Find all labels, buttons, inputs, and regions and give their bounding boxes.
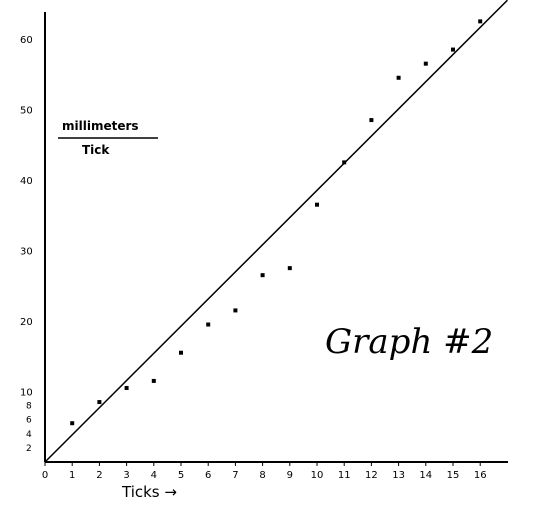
axes xyxy=(44,12,508,463)
x-tick-label: 4 xyxy=(151,470,157,481)
x-tick-label: 10 xyxy=(311,470,324,481)
y-tick-label: 20 xyxy=(20,317,33,328)
x-tick-label: 5 xyxy=(178,470,184,481)
chart-title: Graph #2 xyxy=(325,322,493,362)
x-ticks: 0 1 2 3 4 5 6 7 8 9 10 11 12 13 14 15 16 xyxy=(42,462,487,481)
marks xyxy=(44,0,508,463)
data-point xyxy=(369,118,374,123)
x-axis-label: Ticks → xyxy=(121,483,177,501)
y-ticks: 10 20 30 40 50 60 2 4 6 8 xyxy=(20,35,33,454)
data-point xyxy=(287,266,292,271)
data-point xyxy=(70,421,75,426)
x-tick-label: 13 xyxy=(392,470,405,481)
x-tick-label: 8 xyxy=(259,470,265,481)
ylabel-numerator: millimeters xyxy=(62,119,139,133)
x-tick-label: 15 xyxy=(447,470,460,481)
data-point xyxy=(451,47,455,52)
y-minor-tick-label: 4 xyxy=(26,430,32,440)
x-tick-label: 14 xyxy=(419,470,432,481)
x-tick-label: 12 xyxy=(365,470,378,481)
x-tick-label: 3 xyxy=(123,470,129,481)
y-tick-label: 60 xyxy=(20,35,33,46)
fit-line xyxy=(44,0,508,463)
x-tick-label: 9 xyxy=(287,470,293,481)
data-point xyxy=(233,308,238,313)
data-point xyxy=(260,273,265,278)
data-point xyxy=(423,61,428,66)
x-tick-label: 7 xyxy=(232,470,238,481)
data-point xyxy=(396,75,401,80)
y-tick-label: 50 xyxy=(20,106,33,117)
data-point xyxy=(151,378,156,383)
y-tick-label: 30 xyxy=(20,247,33,258)
x-tick-label: 11 xyxy=(338,470,351,481)
data-point xyxy=(342,160,347,165)
x-tick-label: 1 xyxy=(69,470,75,481)
y-tick-label: 10 xyxy=(20,388,33,399)
data-point xyxy=(124,385,129,390)
y-minor-tick-label: 6 xyxy=(26,416,32,426)
y-tick-label: 40 xyxy=(20,176,33,187)
data-point xyxy=(97,400,102,405)
x-tick-label: 6 xyxy=(205,470,211,481)
data-point xyxy=(315,202,319,207)
data-point xyxy=(179,350,183,355)
y-minor-tick-label: 8 xyxy=(26,402,32,412)
ylabel-denominator: Tick xyxy=(82,143,110,157)
x-tick-label: 2 xyxy=(96,470,102,481)
data-point xyxy=(478,19,483,24)
data-point xyxy=(206,322,211,327)
y-minor-tick-label: 2 xyxy=(26,444,32,454)
x-tick-label: 0 xyxy=(42,470,48,481)
x-tick-label: 16 xyxy=(474,470,487,481)
